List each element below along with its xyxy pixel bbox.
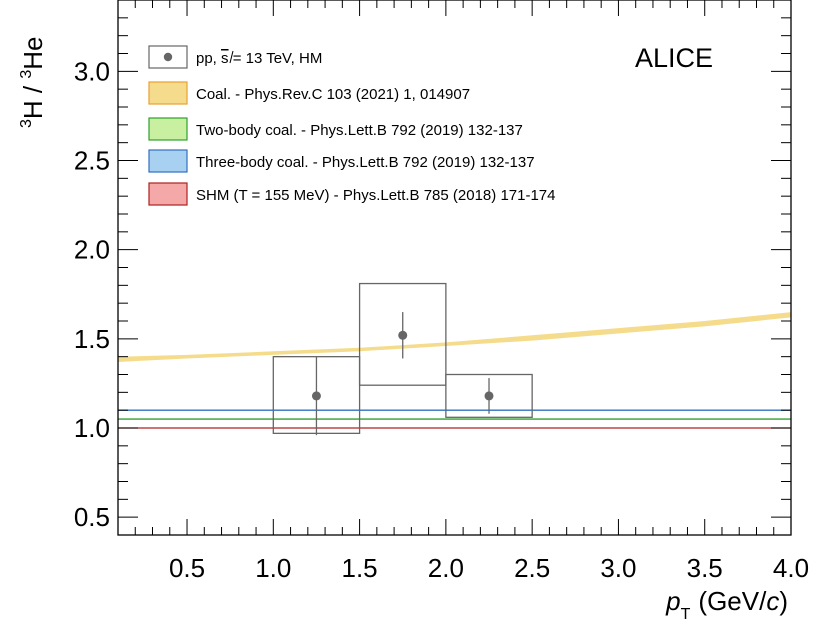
y-axis-label-sup1: 3 [18,119,35,128]
x-tick-label: 2.5 [514,553,550,583]
y-axis-label-sup2: 3 [18,70,35,79]
data-syst-box-2 [358,282,447,386]
legend-data-prefix: pp, [196,50,221,67]
y-axis-label-h: H / [18,79,48,119]
legend-marker-coal [148,81,188,105]
data-point-3 [484,391,494,401]
x-axis-label-sub: T [681,606,691,623]
x-tick-label: 2.0 [428,553,464,583]
x-axis-label-unit-c: c [766,586,779,616]
y-tick-label: 1.0 [74,413,110,443]
y-tick-label: 2.0 [74,235,110,265]
y-tick-label: 0.5 [74,502,110,532]
x-tick-label: 3.5 [687,553,723,583]
plot-frame [117,0,792,536]
x-axis-label-p: p [665,586,680,616]
x-tick-label: 1.0 [255,553,291,583]
experiment-label: ALICE [635,43,713,73]
x-axis-label: pT (GeV/c) [665,586,788,623]
legend-marker-data-point [163,52,173,62]
legend-data-suffix: = 13 TeV, HM [229,50,323,67]
x-tick-label: 0.5 [169,553,205,583]
y-axis-label: 3H / 3He [18,36,48,128]
legend-label-shm: SHM (T = 155 MeV) - Phys.Lett.B 785 (201… [196,187,556,204]
data-point-2 [398,330,408,340]
legend-data-sqrt: s [221,50,229,67]
legend-label-data: pp, s = 13 TeV, HM [196,50,322,67]
legend: pp, s = 13 TeV, HM Coal. - Phys.Rev.C 10… [148,45,556,206]
y-axis-label-he: He [18,36,48,69]
legend-marker-three-body [148,149,188,173]
model-band-coal [118,312,791,362]
legend-label-three-body: Three-body coal. - Phys.Lett.B 792 (2019… [196,154,535,171]
data-point-1 [311,391,321,401]
data-points [272,282,533,436]
axis-ticks: 0.5 1.0 1.5 2.0 2.5 3.0 3.5 4.0 0.5 1.0 1.5 2.0 2.5 3… [74,0,809,583]
x-tick-label: 4.0 [773,553,809,583]
model-curves [118,312,791,429]
legend-label-two-body: Two-body coal. - Phys.Lett.B 792 (2019) … [196,122,523,139]
legend-marker-shm [148,182,188,206]
y-tick-label: 3.0 [74,56,110,86]
legend-sqrt-stroke [229,50,234,64]
legend-marker-two-body [148,117,188,141]
x-tick-label: 3.0 [600,553,636,583]
x-axis-label-unit-open: (GeV/ [698,586,767,616]
data-syst-box-3 [445,373,533,418]
y-tick-label: 2.5 [74,146,110,176]
x-tick-label: 1.5 [342,553,378,583]
x-axis-label-unit-close: ) [779,586,788,616]
legend-label-coal: Coal. - Phys.Rev.C 103 (2021) 1, 014907 [196,86,470,103]
y-tick-label: 1.5 [74,324,110,354]
